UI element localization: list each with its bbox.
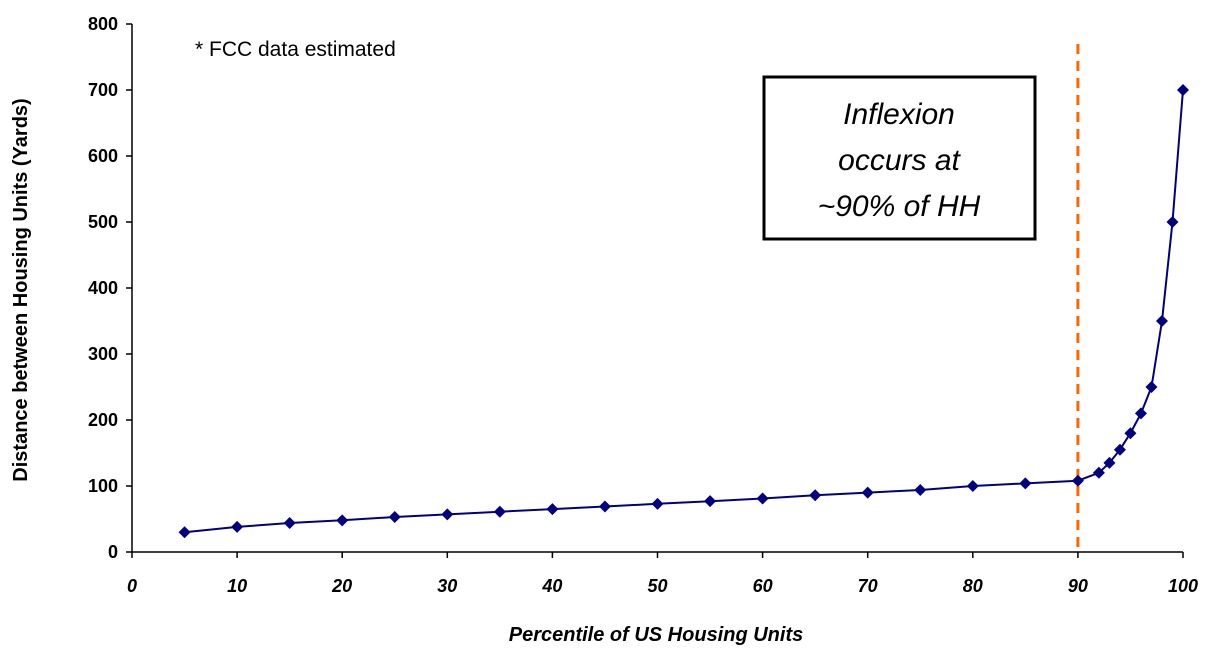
data-point — [966, 480, 979, 492]
x-tick-label: 0 — [127, 576, 137, 596]
data-point — [756, 492, 769, 505]
x-tick-label: 10 — [227, 576, 247, 596]
y-tick-label: 100 — [88, 476, 118, 496]
data-point — [1103, 456, 1116, 469]
callout-line-3: ~90% of HH — [818, 190, 981, 223]
x-tick-label: 90 — [1068, 576, 1088, 596]
y-tick-label: 700 — [88, 80, 118, 100]
data-point — [546, 503, 559, 516]
data-point — [388, 511, 401, 524]
data-point — [283, 516, 296, 529]
data-point — [1071, 474, 1084, 487]
y-ticks: 0 100 200 300 400 500 600 700 800 — [88, 14, 132, 562]
x-tick-label: 30 — [437, 576, 457, 596]
data-point — [651, 497, 664, 510]
data-point — [598, 500, 611, 513]
footnote: * FCC data estimated — [195, 38, 396, 61]
x-tick-label: 60 — [753, 576, 773, 596]
callout-line-2: occurs at — [838, 144, 961, 177]
y-tick-label: 500 — [88, 212, 118, 232]
data-point — [809, 489, 822, 502]
callout-line-1: Inflexion — [843, 98, 955, 131]
data-point — [1113, 443, 1126, 456]
data-point — [231, 520, 244, 533]
y-tick-label: 200 — [88, 410, 118, 430]
data-point — [1166, 216, 1179, 228]
data-point — [914, 483, 927, 496]
data-point — [1019, 477, 1032, 490]
x-tick-label: 80 — [963, 576, 983, 596]
y-tick-label: 300 — [88, 344, 118, 364]
y-tick-label: 400 — [88, 278, 118, 298]
x-tick-label: 40 — [541, 576, 562, 596]
data-point — [178, 526, 191, 539]
data-point — [336, 514, 349, 527]
data-point — [493, 505, 506, 518]
data-point — [861, 486, 874, 499]
x-ticks: 0 10 20 30 40 50 60 70 80 90 100 — [127, 552, 1198, 596]
data-point — [1124, 427, 1137, 440]
callout-box: Inflexion occurs at ~90% of HH — [762, 75, 1037, 241]
data-point — [704, 495, 717, 508]
x-tick-label: 20 — [331, 576, 352, 596]
data-point — [1177, 84, 1189, 96]
data-point — [1155, 315, 1168, 327]
y-axis-title: Distance between Housing Units (Yards) — [10, 98, 32, 481]
callout-frame — [762, 75, 1037, 241]
data-point — [441, 508, 454, 521]
x-tick-label: 50 — [647, 576, 667, 596]
y-tick-label: 600 — [88, 146, 118, 166]
x-axis-title: Percentile of US Housing Units — [509, 624, 803, 646]
y-tick-label: 800 — [88, 14, 118, 34]
data-point — [1092, 466, 1105, 479]
x-tick-label: 100 — [1168, 576, 1198, 596]
plot-area — [178, 84, 1189, 539]
data-point — [1145, 381, 1158, 393]
y-tick-label: 0 — [108, 542, 118, 562]
data-point — [1134, 407, 1147, 420]
x-tick-label: 70 — [858, 576, 878, 596]
